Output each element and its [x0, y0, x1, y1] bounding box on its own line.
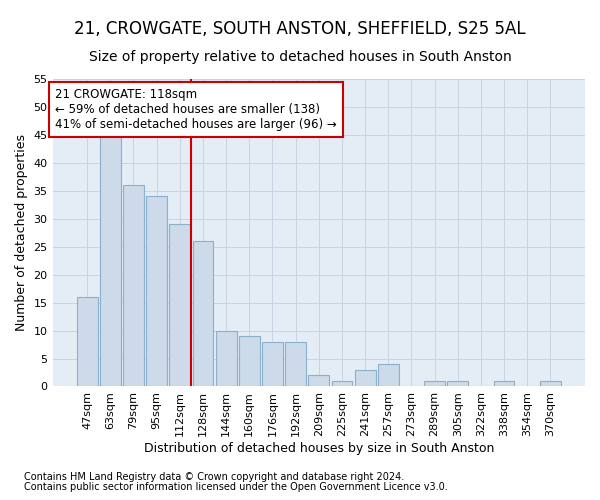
Bar — [494, 381, 514, 386]
Bar — [540, 381, 561, 386]
X-axis label: Distribution of detached houses by size in South Anston: Distribution of detached houses by size … — [143, 442, 494, 455]
Bar — [424, 381, 445, 386]
Bar — [239, 336, 260, 386]
Bar — [169, 224, 190, 386]
Bar — [448, 381, 468, 386]
Bar — [332, 381, 352, 386]
Bar — [378, 364, 398, 386]
Bar — [308, 376, 329, 386]
Bar — [193, 241, 214, 386]
Text: 21 CROWGATE: 118sqm
← 59% of detached houses are smaller (138)
41% of semi-detac: 21 CROWGATE: 118sqm ← 59% of detached ho… — [55, 88, 337, 131]
Bar — [355, 370, 376, 386]
Bar — [216, 330, 236, 386]
Bar — [123, 185, 144, 386]
Bar — [77, 297, 98, 386]
Text: 21, CROWGATE, SOUTH ANSTON, SHEFFIELD, S25 5AL: 21, CROWGATE, SOUTH ANSTON, SHEFFIELD, S… — [74, 20, 526, 38]
Text: Contains public sector information licensed under the Open Government Licence v3: Contains public sector information licen… — [24, 482, 448, 492]
Bar — [262, 342, 283, 386]
Text: Size of property relative to detached houses in South Anston: Size of property relative to detached ho… — [89, 50, 511, 64]
Bar — [285, 342, 306, 386]
Bar — [146, 196, 167, 386]
Text: Contains HM Land Registry data © Crown copyright and database right 2024.: Contains HM Land Registry data © Crown c… — [24, 472, 404, 482]
Y-axis label: Number of detached properties: Number of detached properties — [15, 134, 28, 331]
Bar — [100, 135, 121, 386]
